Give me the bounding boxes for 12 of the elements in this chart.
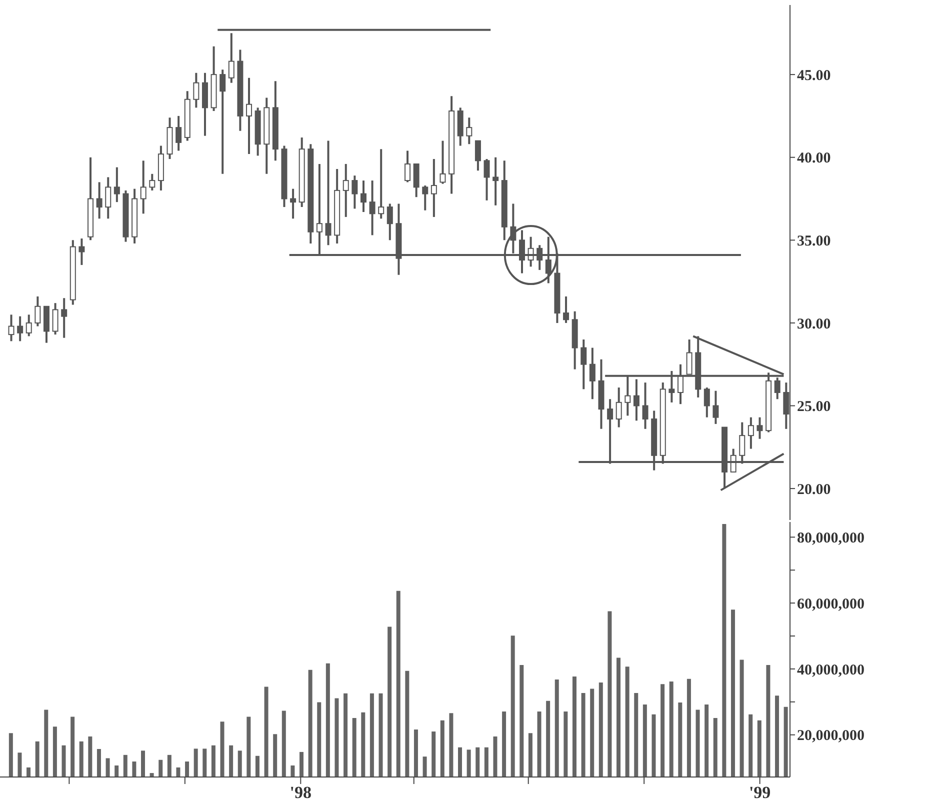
y-tick-label: 20.00 xyxy=(797,482,831,498)
y-tick-label: 45.00 xyxy=(797,68,831,84)
x-tick-label: '98 xyxy=(290,783,312,802)
y-tick-label: 30.00 xyxy=(797,316,831,332)
y-tick-label: 60,000,000 xyxy=(797,596,864,612)
y-tick-label: 20,000,000 xyxy=(797,728,864,744)
y-tick-label: 40.00 xyxy=(797,150,831,167)
x-tick-label: '99 xyxy=(748,783,771,802)
y-tick-label: 35.00 xyxy=(797,233,831,250)
y-tick-label: 80,000,000 xyxy=(797,530,864,546)
y-tick-label: 25.00 xyxy=(797,399,831,416)
y-tick-label: 40,000,000 xyxy=(797,662,864,678)
